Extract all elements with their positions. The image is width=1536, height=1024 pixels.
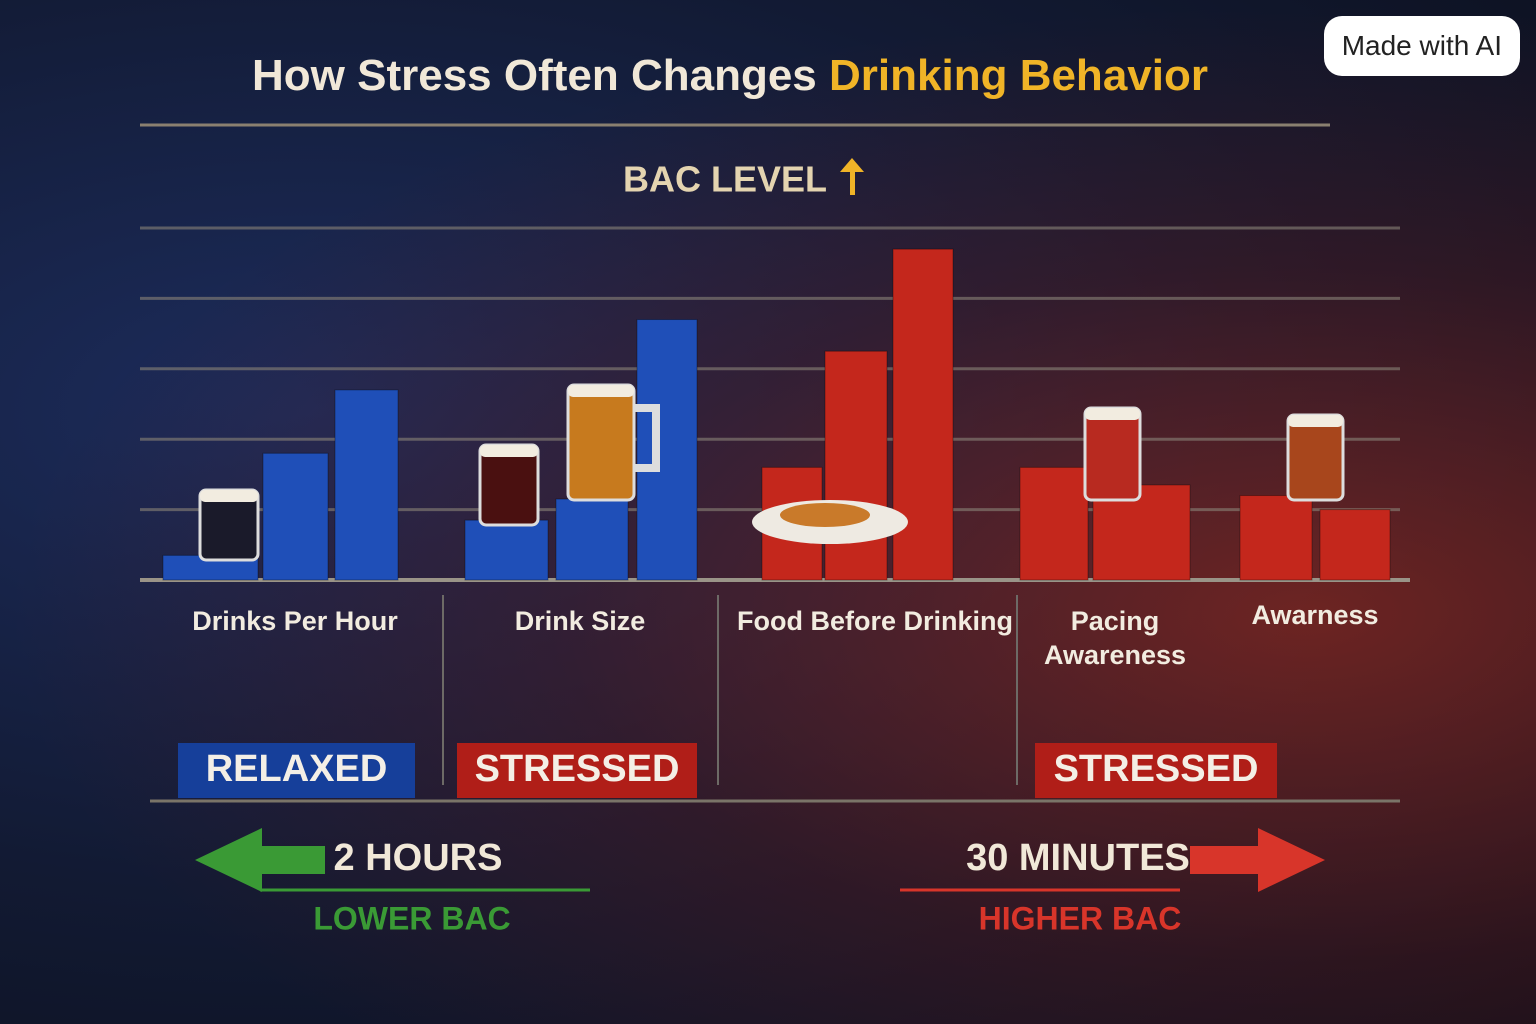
- right-arrow: [1190, 828, 1325, 892]
- tag-box: [1035, 743, 1277, 798]
- group-label: Drink Size: [514, 606, 646, 636]
- group-label: Food Before Drinking: [737, 606, 1013, 636]
- up-arrow: [840, 158, 864, 195]
- glass-icon: [1083, 406, 1142, 502]
- glass-foam: [200, 490, 258, 502]
- bar: [1019, 466, 1089, 581]
- right-arrow-label: 30 MINUTES: [966, 837, 1190, 879]
- title-main: How Stress Often Changes: [252, 51, 829, 100]
- glass-icon: [1286, 413, 1345, 502]
- left-arrow: [195, 828, 325, 892]
- bar: [334, 389, 399, 581]
- group-label: Pacing Awareness: [1043, 606, 1187, 670]
- bar: [262, 452, 329, 581]
- bar: [555, 498, 629, 581]
- glass-icon: [566, 383, 636, 502]
- bar: [824, 350, 888, 581]
- group-label: Awarness: [1251, 600, 1379, 630]
- food-icon: [780, 503, 870, 527]
- y-axis-label: BAC LEVEL: [623, 159, 827, 200]
- mug-handle: [634, 404, 660, 472]
- right-arrow-sub: HIGHER BAC: [979, 900, 1182, 936]
- bar: [1239, 495, 1313, 581]
- bar: [636, 319, 698, 581]
- tag-label: STRESSED: [475, 748, 680, 790]
- glass-foam: [480, 445, 538, 457]
- bar: [464, 519, 549, 581]
- badge: Made with AI: [1323, 16, 1520, 76]
- left-arrow-sub: LOWER BAC: [313, 900, 510, 936]
- glass-foam: [568, 385, 634, 397]
- chart-title: How Stress Often Changes Drinking Behavi…: [252, 51, 1208, 100]
- group-label: Drinks Per Hour: [192, 606, 398, 636]
- bar: [1319, 509, 1391, 581]
- title-highlight: Drinking Behavior: [829, 51, 1208, 100]
- separators: [442, 595, 1018, 785]
- left-arrow-label: 2 HOURS: [334, 837, 503, 879]
- tag-box: [457, 743, 697, 798]
- glass-foam: [1288, 415, 1343, 427]
- glass-foam: [1085, 408, 1140, 420]
- tag-label: RELAXED: [206, 748, 388, 790]
- tag-box: [178, 743, 415, 798]
- tag-label: STRESSED: [1054, 748, 1259, 790]
